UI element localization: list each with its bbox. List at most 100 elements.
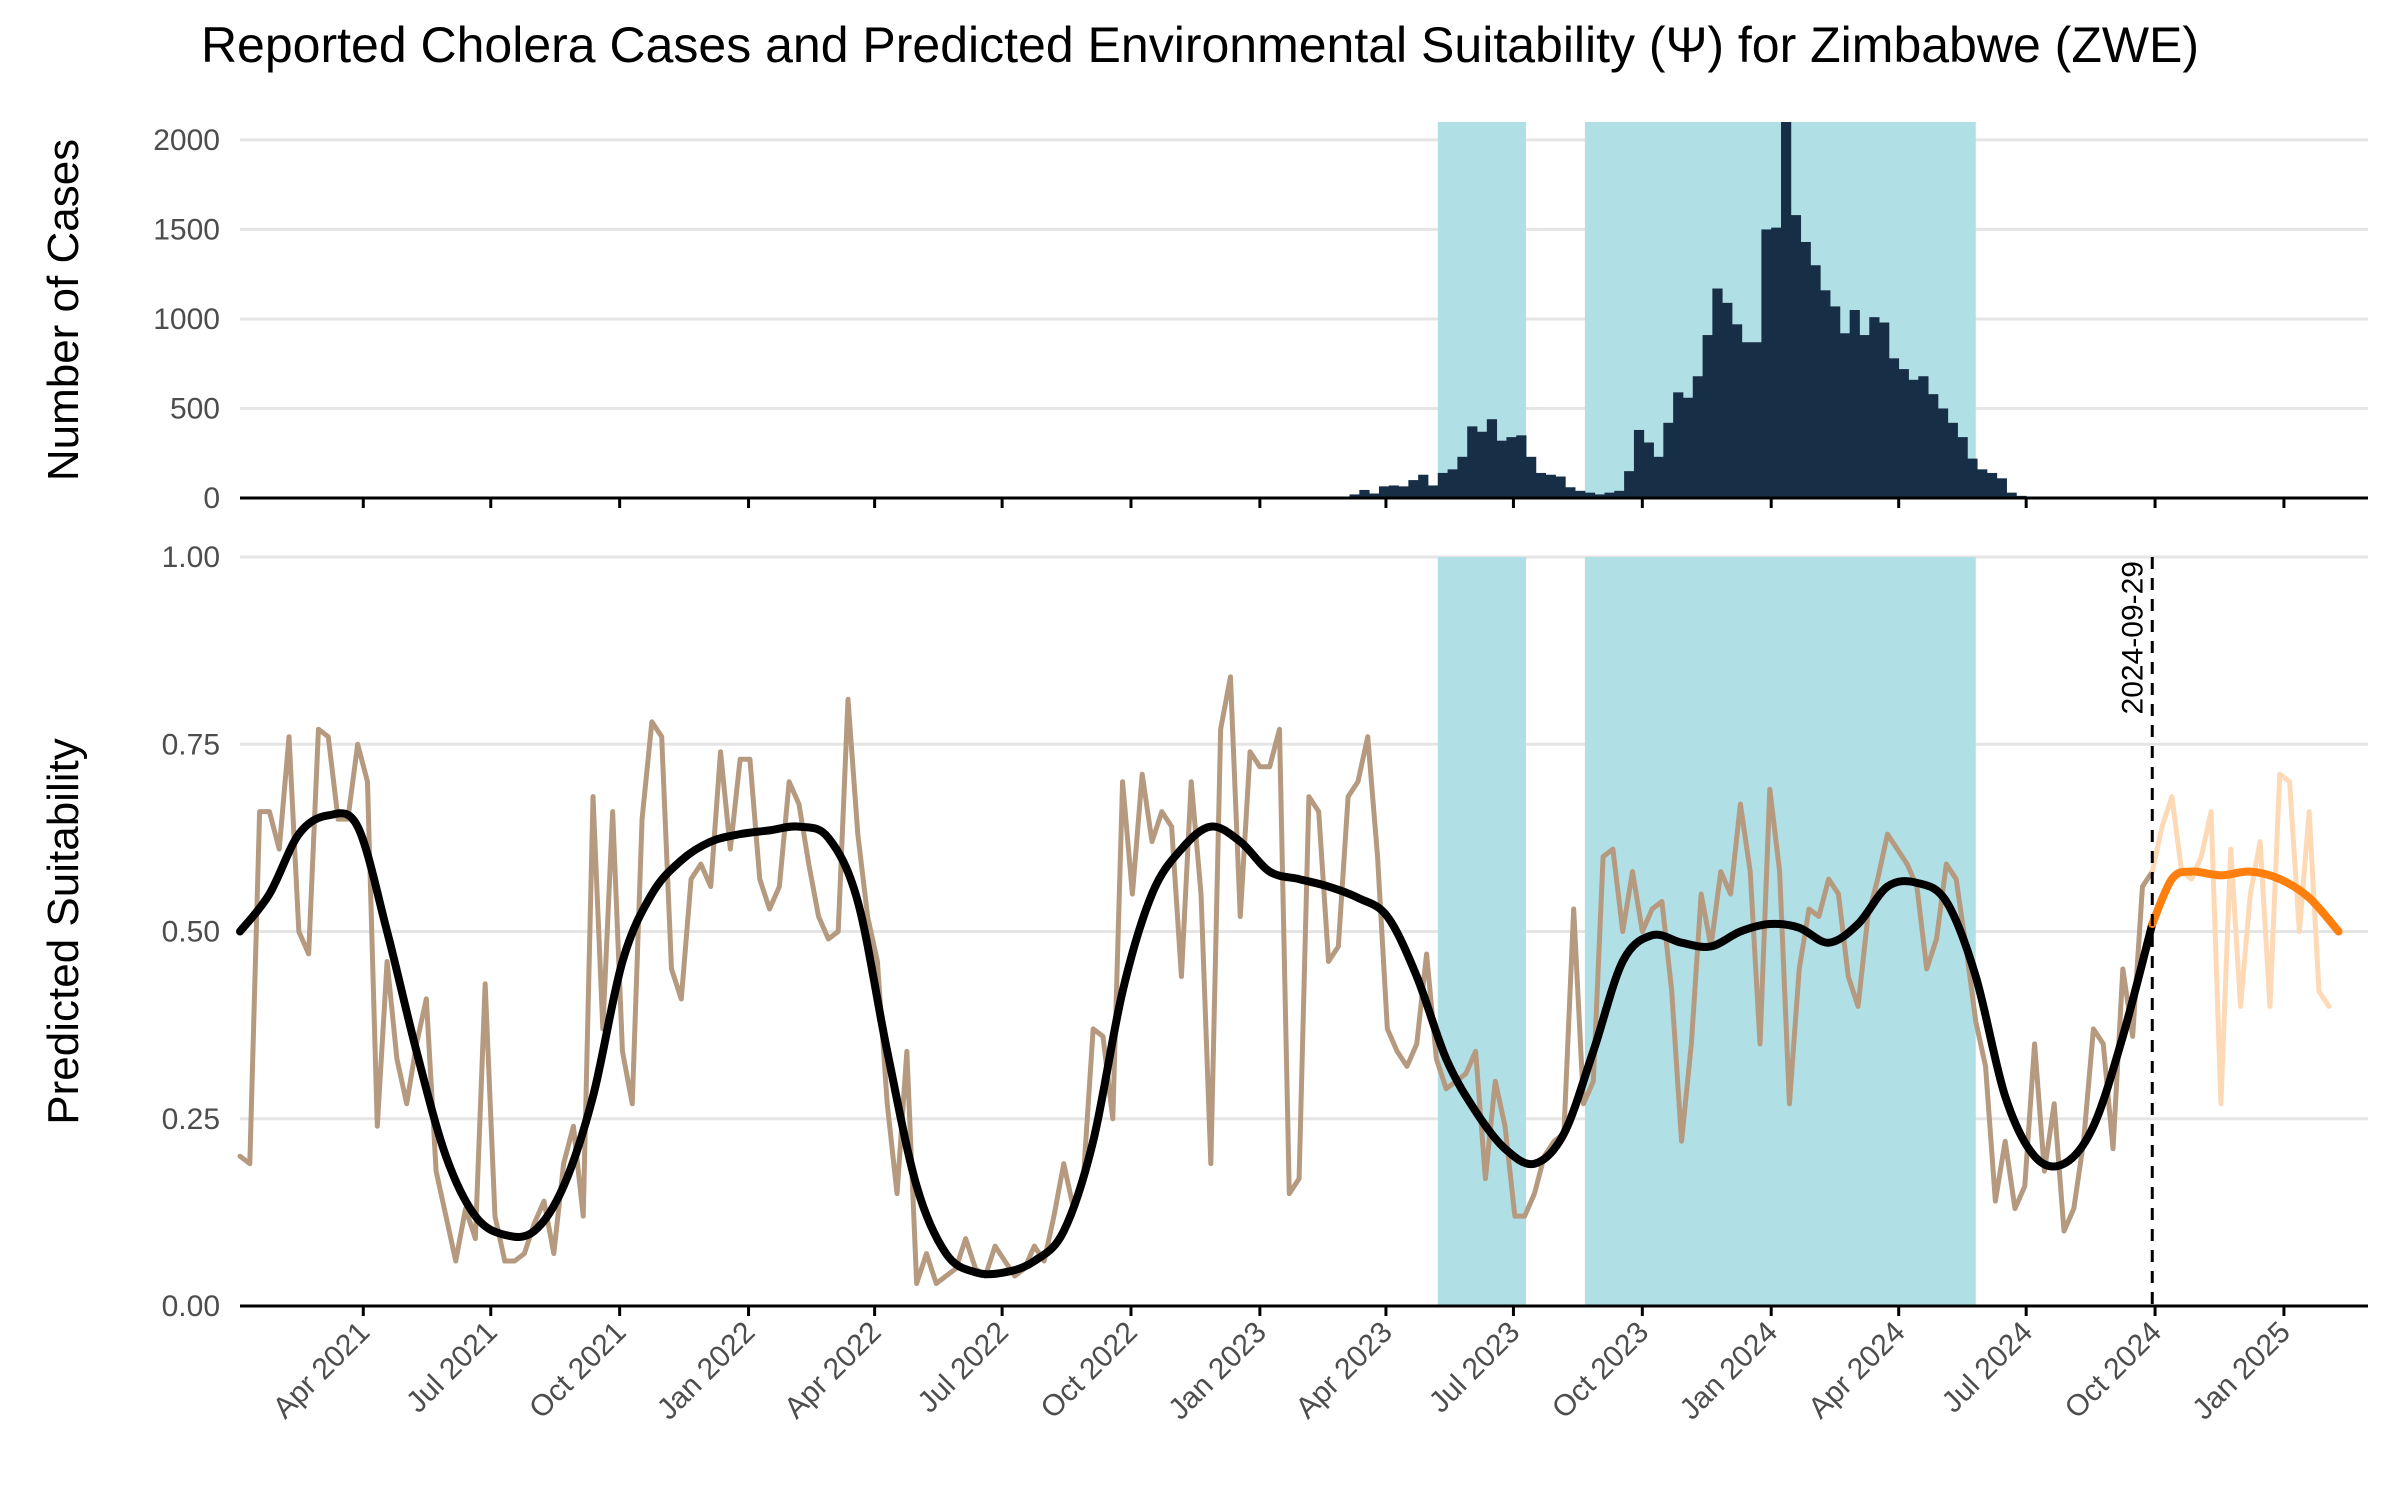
cases-bar [1849, 310, 1860, 498]
x-tick-label: Jan 2025 [2186, 1316, 2297, 1427]
cases-bar [1928, 394, 1939, 498]
cases-bar [1879, 322, 1890, 498]
cases-bar [1643, 442, 1654, 498]
chart-title: Reported Cholera Cases and Predicted Env… [201, 17, 2199, 73]
cases-bar [1516, 435, 1527, 498]
suitability-y-tick-label: 0.00 [162, 1290, 220, 1323]
cases-bar [1859, 335, 1870, 498]
cases-bar [1575, 490, 1586, 498]
x-tick-label: Oct 2024 [2059, 1316, 2168, 1425]
cases-bar [1771, 227, 1782, 498]
cases-bar [1506, 437, 1517, 498]
x-tick-label: Oct 2021 [523, 1316, 632, 1425]
cases-bar [1614, 490, 1625, 498]
cases-bar [1555, 476, 1566, 498]
x-tick-label: Jul 2024 [1936, 1316, 2040, 1420]
x-tick-label: Jan 2023 [1162, 1316, 1273, 1427]
x-tick-label: Jan 2022 [651, 1316, 762, 1427]
suitability-y-tick-label: 0.50 [162, 916, 220, 949]
cases-bar [1800, 241, 1811, 498]
cases-bar [2006, 492, 2017, 498]
x-tick-label: Apr 2023 [1289, 1316, 1398, 1425]
cases-bar [1761, 229, 1772, 498]
cases-bar [1682, 397, 1694, 498]
cases-bar [1427, 485, 1439, 498]
cases-y-tick-label: 2000 [153, 124, 220, 157]
suitability-y-axis-label: Predicted Suitability [39, 738, 88, 1124]
suitability-y-tick-label: 0.25 [162, 1103, 220, 1136]
cases-bar [1986, 472, 1998, 498]
x-tick-label: Apr 2024 [1802, 1316, 1911, 1425]
cases-bar [1349, 494, 1360, 498]
cases-bar [1477, 431, 1488, 498]
x-tick-label: Jan 2024 [1674, 1316, 1785, 1427]
cases-bar [1869, 317, 1880, 498]
cases-bar [1437, 472, 1448, 498]
cases-bar [1467, 426, 1478, 498]
cases-bar [1398, 486, 1409, 498]
cases-y-tick-label: 500 [170, 392, 220, 425]
cases-bar [1378, 486, 1390, 498]
cases-bar [1722, 302, 1733, 498]
cases-y-tick-label: 0 [203, 482, 220, 515]
cases-bar [1996, 478, 2007, 498]
cases-bar [1918, 376, 1929, 498]
cases-bar [1457, 456, 1468, 498]
x-tick-label: Apr 2021 [267, 1316, 376, 1425]
cases-bar [1535, 472, 1547, 498]
cases-bar [1741, 342, 1752, 498]
x-tick-label: Jul 2023 [1423, 1316, 1527, 1420]
cases-bar [1781, 122, 1792, 498]
cases-bar [1888, 358, 1900, 498]
cases-bar [1731, 324, 1743, 498]
x-tick-label: Oct 2023 [1546, 1316, 1655, 1425]
cases-bar [1418, 474, 1429, 498]
cases-bar [1908, 379, 1919, 498]
cases-bar [1712, 288, 1723, 498]
x-tick-label: Jul 2022 [912, 1316, 1016, 1420]
cases-bar [1967, 458, 1978, 498]
x-tick-label: Oct 2022 [1035, 1316, 1144, 1425]
smoothed-forecast-suitability-line [2148, 867, 2343, 936]
cases-bar [1957, 437, 1968, 498]
x-tick-label: Apr 2022 [778, 1316, 887, 1425]
cases-bar [1673, 392, 1684, 498]
cases-bar [1594, 494, 1605, 498]
cases-y-tick-label: 1000 [153, 303, 220, 336]
cases-bar [1702, 335, 1713, 498]
cases-bar [1369, 493, 1380, 498]
forecast-weekly-suitability-line [2149, 771, 2332, 1107]
cases-y-axis-label: Number of Cases [39, 139, 88, 481]
cases-bar [1545, 474, 1556, 498]
cases-bar [1977, 469, 1988, 498]
cases-bar [1751, 342, 1762, 498]
cases-bar [1526, 456, 1537, 498]
cases-bar [1898, 369, 1909, 498]
cases-bar [1839, 333, 1851, 498]
x-axis: Apr 2021 Jul 2021 Oct 2021 Jan 2022 Apr 2022… [267, 1306, 2297, 1426]
cases-bar [1947, 422, 1958, 498]
cases-bar [1653, 456, 1664, 498]
cases-bar [1604, 492, 1615, 498]
suitability-y-tick-label: 0.75 [162, 728, 220, 761]
cases-bar [1790, 215, 1802, 498]
suitability-panel: 0.00 0.25 0.50 0.75 1.00 2024-09-29 [162, 541, 2368, 1323]
cases-bar [1584, 492, 1596, 498]
cases-bar [1486, 419, 1498, 498]
cases-bar [1692, 376, 1703, 498]
cases-bar [1810, 265, 1821, 498]
cases-panel: 0 500 1000 1500 2000 [153, 122, 2368, 515]
cases-bar [1820, 290, 1831, 498]
cases-bar [1359, 489, 1370, 498]
cases-bar [1624, 471, 1635, 498]
forecast-start-date-label: 2024-09-29 [2116, 561, 2149, 714]
cases-bar [1565, 487, 1576, 498]
cases-bar [1408, 480, 1419, 498]
cases-bar [1663, 422, 1674, 498]
cases-bar [1937, 408, 1949, 498]
cases-bar [1388, 485, 1399, 498]
cases-bar [1496, 440, 1507, 498]
suitability-y-tick-label: 1.00 [162, 541, 220, 574]
cases-bar [1633, 429, 1645, 498]
